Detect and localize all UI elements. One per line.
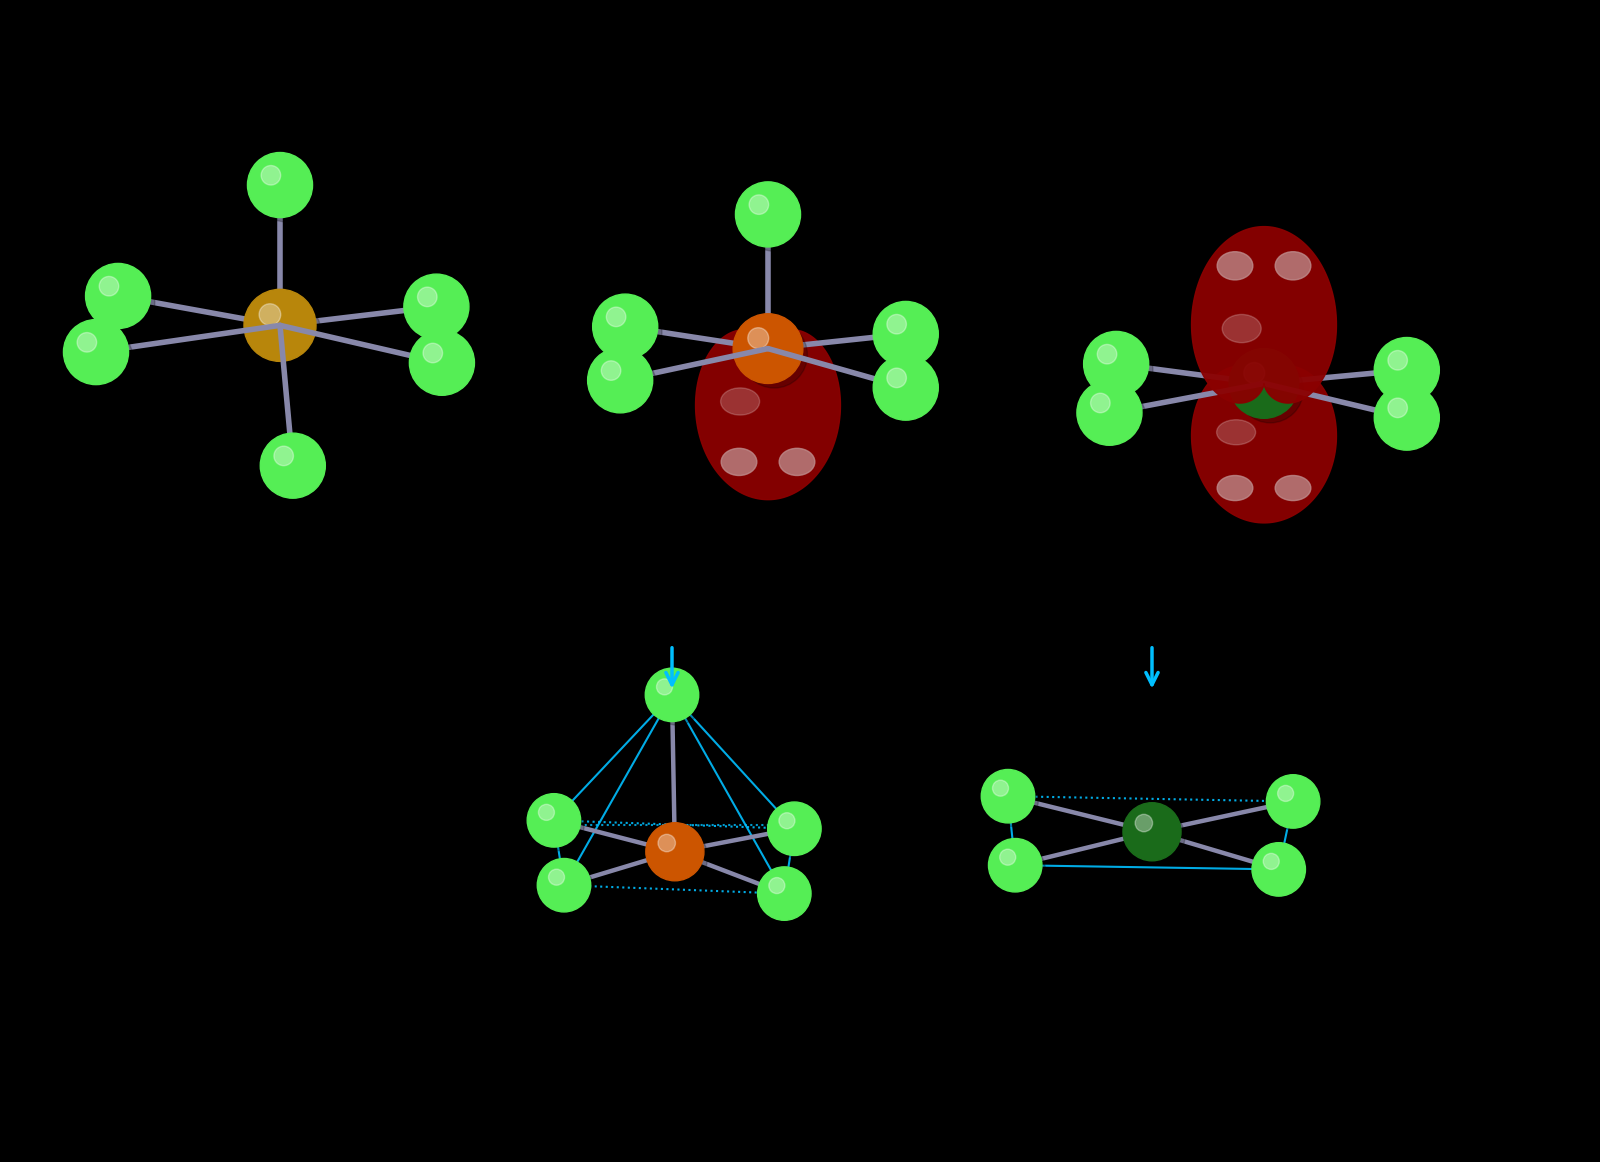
Ellipse shape xyxy=(763,873,814,924)
Ellipse shape xyxy=(1218,475,1253,501)
Ellipse shape xyxy=(418,287,437,307)
Ellipse shape xyxy=(736,181,800,248)
Ellipse shape xyxy=(592,294,658,359)
Ellipse shape xyxy=(1264,853,1280,869)
Ellipse shape xyxy=(1278,786,1294,802)
Ellipse shape xyxy=(722,449,757,475)
Ellipse shape xyxy=(720,388,760,415)
Ellipse shape xyxy=(880,363,942,424)
Ellipse shape xyxy=(987,775,1038,826)
Ellipse shape xyxy=(757,867,811,920)
Ellipse shape xyxy=(595,356,658,417)
Ellipse shape xyxy=(1275,475,1310,501)
Ellipse shape xyxy=(1098,344,1117,364)
Ellipse shape xyxy=(1374,337,1440,402)
Ellipse shape xyxy=(587,347,653,413)
Ellipse shape xyxy=(1091,339,1154,401)
Polygon shape xyxy=(696,330,840,500)
Ellipse shape xyxy=(85,264,150,329)
Ellipse shape xyxy=(1272,781,1323,832)
Ellipse shape xyxy=(411,281,474,344)
Polygon shape xyxy=(1192,227,1336,403)
Ellipse shape xyxy=(1237,357,1304,423)
Ellipse shape xyxy=(658,834,675,852)
Ellipse shape xyxy=(606,307,626,327)
Ellipse shape xyxy=(70,327,133,389)
Ellipse shape xyxy=(653,830,707,884)
Ellipse shape xyxy=(418,338,478,400)
Ellipse shape xyxy=(248,152,312,217)
Ellipse shape xyxy=(1266,775,1320,829)
Ellipse shape xyxy=(1083,331,1149,396)
Ellipse shape xyxy=(733,314,803,383)
Ellipse shape xyxy=(1382,345,1443,407)
Ellipse shape xyxy=(267,440,330,502)
Ellipse shape xyxy=(1251,842,1306,896)
Ellipse shape xyxy=(995,845,1045,896)
Ellipse shape xyxy=(64,320,128,385)
Ellipse shape xyxy=(1229,349,1299,418)
Ellipse shape xyxy=(779,812,795,829)
Ellipse shape xyxy=(1387,351,1408,370)
Ellipse shape xyxy=(768,802,821,855)
Ellipse shape xyxy=(886,315,907,333)
Ellipse shape xyxy=(544,865,594,916)
Ellipse shape xyxy=(774,808,824,859)
Ellipse shape xyxy=(742,189,805,251)
Ellipse shape xyxy=(779,449,814,475)
Ellipse shape xyxy=(539,804,555,820)
Ellipse shape xyxy=(1000,849,1016,866)
Ellipse shape xyxy=(1085,388,1146,450)
Ellipse shape xyxy=(602,360,621,380)
Ellipse shape xyxy=(422,343,443,363)
Ellipse shape xyxy=(533,799,584,851)
Ellipse shape xyxy=(741,322,808,388)
Ellipse shape xyxy=(1134,815,1152,832)
Ellipse shape xyxy=(1275,252,1310,280)
Ellipse shape xyxy=(274,446,293,466)
Ellipse shape xyxy=(747,328,768,349)
Ellipse shape xyxy=(1258,848,1309,899)
Ellipse shape xyxy=(99,277,118,296)
Ellipse shape xyxy=(526,794,581,847)
Ellipse shape xyxy=(989,839,1042,892)
Ellipse shape xyxy=(645,668,699,722)
Ellipse shape xyxy=(874,301,938,366)
Ellipse shape xyxy=(1222,315,1261,343)
Ellipse shape xyxy=(1374,385,1440,450)
Ellipse shape xyxy=(656,679,672,695)
Ellipse shape xyxy=(1382,393,1443,454)
Ellipse shape xyxy=(600,302,662,364)
Ellipse shape xyxy=(1216,419,1256,445)
Ellipse shape xyxy=(1077,380,1142,445)
Ellipse shape xyxy=(93,271,155,332)
Ellipse shape xyxy=(261,165,280,185)
Ellipse shape xyxy=(770,877,786,894)
Ellipse shape xyxy=(77,332,96,352)
Ellipse shape xyxy=(874,356,938,421)
Ellipse shape xyxy=(1243,363,1264,383)
Ellipse shape xyxy=(259,303,280,325)
Ellipse shape xyxy=(1387,399,1408,417)
Ellipse shape xyxy=(886,368,907,388)
Ellipse shape xyxy=(880,309,942,371)
Ellipse shape xyxy=(1091,393,1110,413)
Ellipse shape xyxy=(253,297,320,366)
Ellipse shape xyxy=(254,160,317,222)
Ellipse shape xyxy=(981,769,1035,823)
Ellipse shape xyxy=(243,289,317,361)
Ellipse shape xyxy=(1130,810,1186,865)
Ellipse shape xyxy=(549,869,565,885)
Ellipse shape xyxy=(651,674,702,725)
Ellipse shape xyxy=(1123,803,1181,861)
Ellipse shape xyxy=(261,433,325,498)
Ellipse shape xyxy=(992,780,1008,796)
Ellipse shape xyxy=(410,330,475,395)
Ellipse shape xyxy=(646,823,704,881)
Ellipse shape xyxy=(749,195,768,214)
Ellipse shape xyxy=(1218,252,1253,280)
Ellipse shape xyxy=(403,274,469,339)
Polygon shape xyxy=(1192,366,1336,523)
Ellipse shape xyxy=(538,859,590,912)
